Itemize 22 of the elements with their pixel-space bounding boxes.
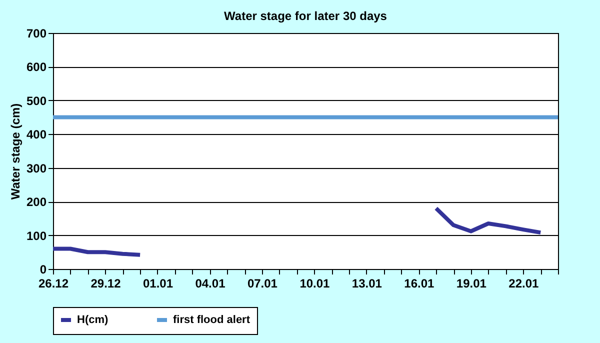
y-tick-label: 400: [26, 128, 47, 142]
y-tick-label: 300: [26, 161, 47, 176]
x-tick-label: 10.01: [300, 276, 330, 290]
x-tick-label: 19.01: [456, 276, 487, 290]
x-tick-label: 22.01: [508, 276, 540, 290]
x-tick-label: 16.01: [404, 276, 435, 290]
y-axis-title: Water stage (cm): [8, 103, 22, 200]
x-tick-label: 01.01: [142, 276, 174, 290]
legend-label: first flood alert: [173, 314, 250, 326]
y-tick-label: 0: [40, 262, 47, 276]
x-tick-label: 29.12: [90, 276, 122, 290]
x-tick-label: 07.01: [247, 276, 278, 290]
y-tick-label: 100: [26, 228, 47, 243]
y-tick-label: 500: [26, 94, 47, 108]
x-tick-label: 04.01: [195, 276, 226, 290]
y-tick-label: 200: [26, 195, 47, 210]
chart-title: Water stage for later 30 days: [224, 9, 388, 23]
y-tick-label: 700: [26, 26, 47, 40]
x-tick-label: 26.12: [38, 276, 69, 290]
x-tick-label: 13.01: [352, 276, 382, 290]
y-tick-label: 600: [26, 60, 47, 74]
legend-label: H(cm): [77, 314, 109, 326]
